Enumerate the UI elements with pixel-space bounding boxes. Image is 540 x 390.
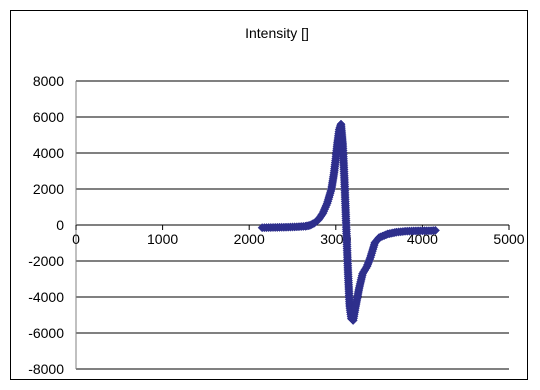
data-point (430, 225, 440, 235)
x-tick-label: 5000 (493, 231, 524, 247)
y-tick-label: -8000 (28, 361, 64, 377)
y-tick-label: -2000 (28, 253, 64, 269)
x-tick-label: 1000 (147, 231, 178, 247)
x-tick-label: 2000 (234, 231, 265, 247)
chart-title: Intensity [] (245, 25, 309, 41)
y-tick-label: 6000 (33, 109, 64, 125)
chart-area: Intensity [] 8000 6000 4000 2000 0 -2000 -4000… (10, 10, 528, 380)
y-tick-label: 2000 (33, 181, 64, 197)
x-axis-ticks: 0 1000 2000 3000 4000 5000 (72, 231, 525, 247)
y-tick-label: 4000 (33, 145, 64, 161)
x-tick-label: 0 (72, 231, 80, 247)
y-tick-label: -6000 (28, 325, 64, 341)
y-tick-label: -4000 (28, 289, 64, 305)
y-axis-ticks: 8000 6000 4000 2000 0 -2000 -4000 -6000 -8000 (28, 73, 64, 377)
y-tick-label: 0 (56, 217, 64, 233)
x-tick-label: 4000 (407, 231, 438, 247)
y-tick-label: 8000 (33, 73, 64, 89)
data-points (257, 119, 440, 325)
x-axis (75, 81, 510, 369)
scatter-chart: Intensity [] 8000 6000 4000 2000 0 -2000 -4000… (28, 25, 525, 377)
